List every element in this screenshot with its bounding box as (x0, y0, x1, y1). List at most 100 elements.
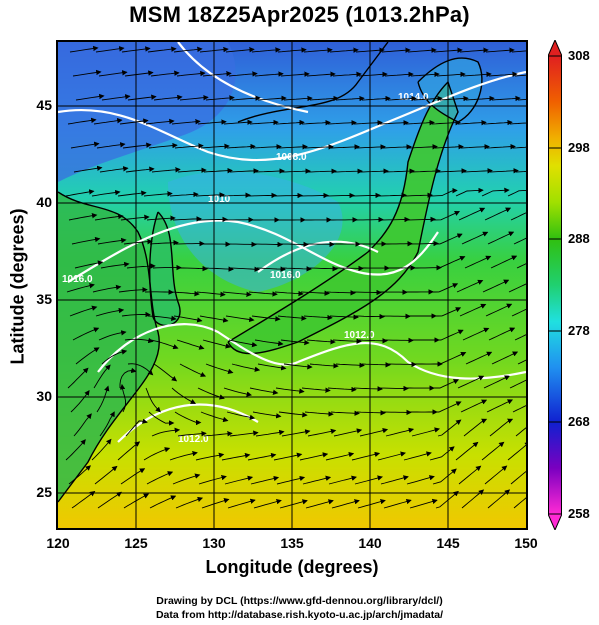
streamline (307, 428, 337, 437)
streamline (435, 490, 459, 509)
streamline (201, 498, 230, 509)
streamline (255, 168, 285, 174)
streamline (127, 363, 154, 376)
streamline (146, 215, 176, 221)
streamline (273, 192, 303, 199)
streamline (229, 168, 259, 174)
streamline (491, 95, 521, 102)
streamline (413, 95, 443, 102)
streamline (176, 70, 206, 77)
streamline (507, 189, 526, 197)
streamline (352, 289, 382, 296)
streamline (516, 263, 526, 269)
streamline (70, 141, 100, 149)
streamline (517, 359, 526, 365)
streamline (327, 120, 357, 126)
korean-peninsula (149, 212, 181, 326)
streamline (71, 236, 101, 245)
streamline (281, 168, 311, 174)
streamline (72, 69, 102, 77)
streamline (172, 216, 202, 222)
streamline (384, 71, 414, 78)
streamline (179, 94, 209, 101)
streamline (283, 95, 313, 102)
streamline (275, 119, 305, 126)
streamline (98, 70, 128, 77)
streamline (377, 451, 406, 461)
streamline (69, 305, 98, 317)
streamline (279, 499, 308, 509)
x-tick-label: 130 (202, 535, 226, 551)
streamline (408, 144, 438, 150)
streamline (517, 98, 526, 101)
isobar-label: 1012.0 (344, 330, 375, 341)
streamline (510, 470, 526, 485)
streamline (458, 465, 482, 485)
streamline (509, 122, 526, 125)
streamline (119, 383, 126, 413)
streamline (172, 473, 201, 485)
streamline (409, 240, 439, 247)
streamline (124, 70, 154, 77)
streamline (94, 213, 124, 221)
streamline (328, 475, 357, 485)
streamline (488, 327, 516, 341)
streamline (411, 168, 441, 174)
streamline (122, 142, 152, 149)
streamline (380, 475, 409, 485)
streamline (120, 468, 146, 485)
streamline (255, 429, 285, 437)
streamline (123, 493, 150, 509)
streamline (225, 47, 255, 53)
streamline (143, 447, 171, 461)
streamline (117, 190, 147, 197)
streamline (438, 256, 466, 269)
streamline (247, 192, 277, 199)
streamline (224, 475, 254, 485)
streamline (433, 47, 463, 53)
streamline (435, 401, 462, 413)
japan-islands (228, 82, 458, 354)
wind-streamlines (65, 45, 526, 509)
streamline (202, 339, 231, 349)
streamline (277, 47, 307, 53)
streamline (299, 192, 329, 199)
streamline (461, 231, 489, 245)
isobar-label: 1016.0 (62, 274, 93, 285)
streamline (283, 363, 313, 370)
streamline (355, 47, 385, 53)
streamline (491, 351, 519, 365)
streamline (179, 363, 207, 377)
streamline (486, 399, 514, 413)
streamline (101, 349, 128, 365)
streamline (97, 237, 127, 245)
streamline (410, 71, 440, 78)
streamline (353, 120, 383, 126)
isobar-label: 1016.0 (270, 270, 301, 281)
streamline (459, 47, 489, 53)
streamline (488, 71, 518, 78)
streamline (459, 303, 487, 317)
streamline (510, 212, 526, 221)
streamline (484, 207, 512, 221)
streamline (361, 362, 391, 368)
streamline (455, 187, 484, 197)
streamline (93, 364, 111, 389)
credit-data: Data from http://database.rish.kyoto-u.a… (155, 609, 444, 621)
streamline (199, 46, 229, 53)
streamline (465, 95, 495, 102)
streamline (199, 315, 229, 323)
streamline (205, 95, 235, 101)
streamline (456, 279, 484, 293)
streamline (75, 93, 105, 101)
y-tick-label: 25 (36, 484, 52, 500)
streamline (282, 266, 312, 272)
streamline (463, 418, 488, 437)
streamline (278, 411, 308, 418)
streamline (383, 498, 412, 509)
streamline (273, 452, 303, 461)
streamline (431, 283, 459, 293)
x-tick-label: 135 (280, 535, 304, 551)
streamline (462, 327, 490, 341)
streamline (406, 475, 435, 485)
